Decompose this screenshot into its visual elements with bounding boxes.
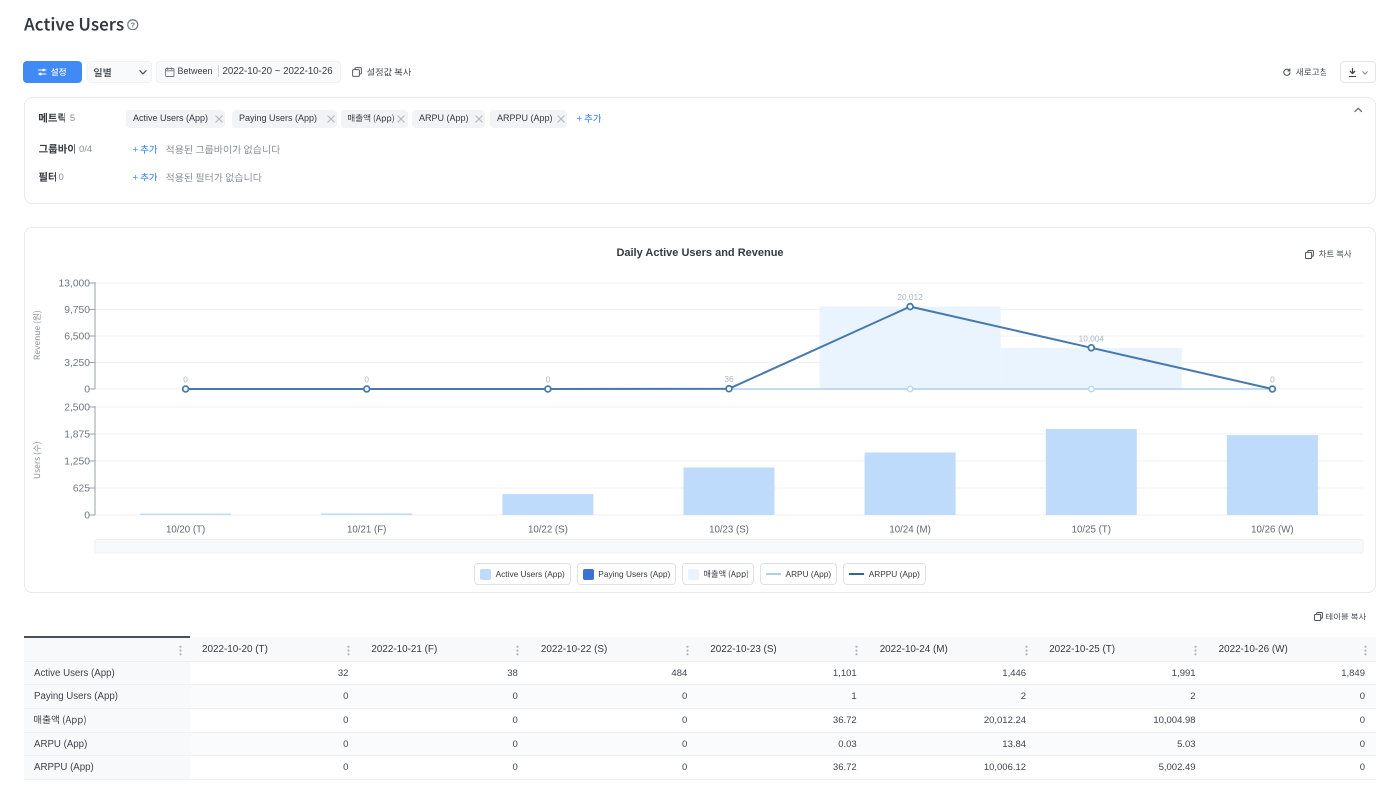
svg-text:10,004: 10,004 [1079, 333, 1105, 343]
svg-text:1,250: 1,250 [64, 456, 90, 467]
svg-text:0: 0 [1270, 375, 1275, 385]
svg-text:10/21 (F): 10/21 (F) [347, 524, 386, 535]
svg-text:10/26 (W): 10/26 (W) [1251, 524, 1294, 535]
svg-text:10/24 (M): 10/24 (M) [889, 524, 930, 535]
svg-text:13,000: 13,000 [59, 278, 91, 289]
svg-text:9,750: 9,750 [64, 305, 90, 316]
svg-text:10/20 (T): 10/20 (T) [166, 524, 205, 535]
svg-text:2,500: 2,500 [64, 402, 90, 413]
svg-text:0: 0 [546, 375, 551, 385]
svg-text:3,250: 3,250 [64, 358, 90, 369]
svg-text:10/23 (S): 10/23 (S) [709, 524, 749, 535]
svg-text:625: 625 [73, 483, 90, 494]
svg-text:6,500: 6,500 [64, 331, 90, 342]
svg-text:10/22 (S): 10/22 (S) [528, 524, 568, 535]
svg-text:0: 0 [183, 375, 188, 385]
svg-text:20,012: 20,012 [897, 292, 923, 302]
svg-text:0: 0 [364, 375, 369, 385]
svg-text:0: 0 [84, 510, 90, 521]
svg-text:36: 36 [724, 374, 734, 384]
svg-text:1,875: 1,875 [64, 429, 90, 440]
svg-text:0: 0 [84, 384, 90, 395]
svg-text:?: ? [131, 20, 136, 29]
svg-text:10/25 (T): 10/25 (T) [1072, 524, 1111, 535]
